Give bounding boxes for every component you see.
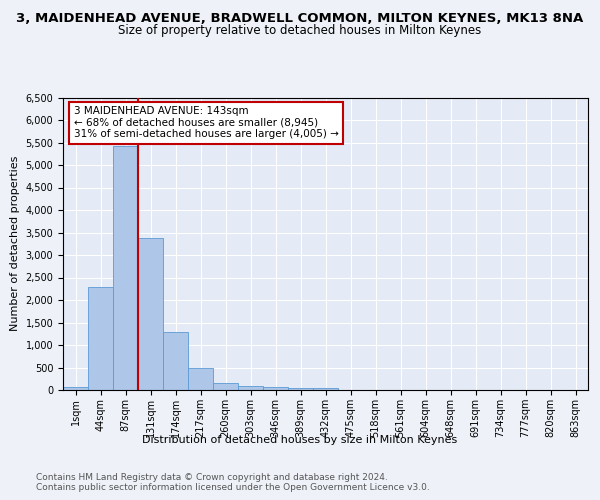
Bar	[163, 332, 188, 390]
Bar	[113, 146, 138, 390]
Bar	[63, 387, 88, 390]
Text: Size of property relative to detached houses in Milton Keynes: Size of property relative to detached ho…	[118, 24, 482, 37]
Bar	[213, 383, 238, 390]
Bar	[138, 238, 163, 390]
Bar	[88, 288, 113, 390]
Text: 3, MAIDENHEAD AVENUE, BRADWELL COMMON, MILTON KEYNES, MK13 8NA: 3, MAIDENHEAD AVENUE, BRADWELL COMMON, M…	[16, 12, 584, 26]
Text: Contains public sector information licensed under the Open Government Licence v3: Contains public sector information licen…	[36, 484, 430, 492]
Bar	[313, 388, 338, 390]
Text: 3 MAIDENHEAD AVENUE: 143sqm
← 68% of detached houses are smaller (8,945)
31% of : 3 MAIDENHEAD AVENUE: 143sqm ← 68% of det…	[74, 106, 338, 140]
Bar	[263, 386, 288, 390]
Text: Contains HM Land Registry data © Crown copyright and database right 2024.: Contains HM Land Registry data © Crown c…	[36, 472, 388, 482]
Bar	[288, 388, 313, 390]
Bar	[188, 368, 213, 390]
Y-axis label: Number of detached properties: Number of detached properties	[10, 156, 20, 332]
Bar	[238, 386, 263, 390]
Text: Distribution of detached houses by size in Milton Keynes: Distribution of detached houses by size …	[142, 435, 458, 445]
